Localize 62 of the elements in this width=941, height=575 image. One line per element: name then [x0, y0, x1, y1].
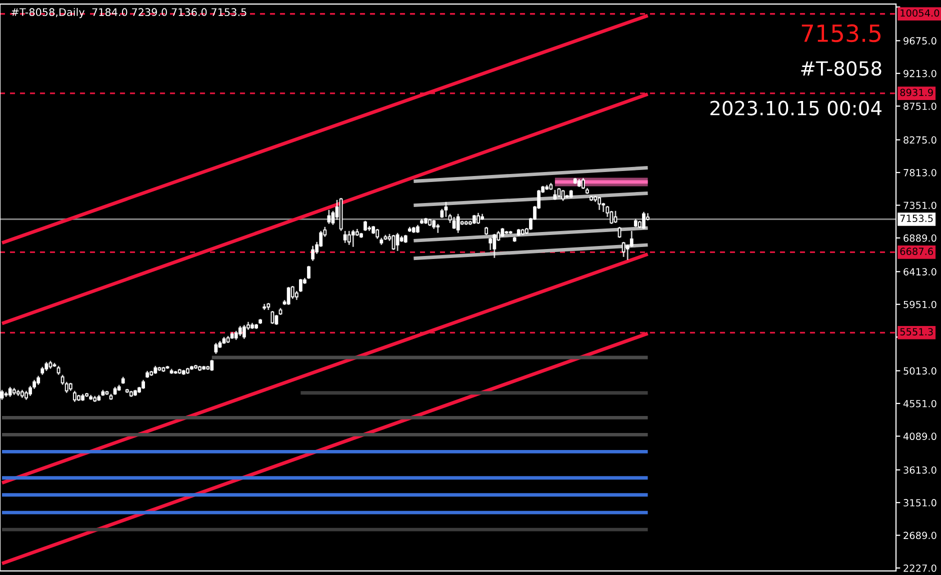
y-tick-label: 6889.0: [904, 234, 936, 242]
candlestick: [618, 226, 622, 239]
ref-line-label: 6687.6: [900, 248, 933, 256]
candlestick: [476, 212, 480, 225]
candlestick: [553, 189, 557, 201]
y-tick-label: 6413.0: [904, 268, 936, 276]
candlestick: [72, 390, 76, 403]
y-tick-label: 9213.0: [904, 70, 936, 78]
y-tick-label: 7351.0: [904, 202, 936, 210]
y-tick-label: 7813.0: [904, 169, 936, 176]
candlestick: [598, 196, 602, 211]
candlestick: [270, 310, 274, 325]
y-tick-label: 3151.0: [904, 499, 936, 506]
candlestick: [452, 216, 456, 230]
candlestick: [274, 314, 278, 326]
candlestick: [432, 219, 436, 230]
candlestick: [210, 359, 214, 372]
annotation: 2023.10.15 00:04: [710, 100, 882, 116]
candlestick: [622, 241, 626, 258]
ref-line-label: 8931.9: [900, 88, 933, 96]
candlestick: [242, 324, 246, 340]
y-tick-label: 5951.0: [904, 300, 936, 308]
y-tick-label: 9675.0: [904, 37, 936, 45]
candlestick: [311, 245, 314, 262]
y-tick-label: 8275.0: [904, 136, 936, 144]
candlestick: [327, 209, 331, 225]
y-tick-label: 5013.0: [904, 367, 936, 375]
candlestick: [392, 234, 396, 251]
annotation: 7153.5: [802, 24, 880, 42]
candlestick: [610, 210, 614, 225]
y-tick-label: 3613.0: [904, 466, 936, 474]
ref-line-label: 10054.0: [900, 9, 940, 17]
annotation: #T-8058: [801, 61, 882, 76]
candlestick: [331, 210, 335, 226]
y-tick-label: 4551.0: [903, 400, 936, 408]
candlestick: [8, 386, 12, 398]
ref-line-label: 7153.5: [900, 214, 933, 222]
candlestick: [376, 228, 380, 240]
candlestick: [307, 265, 310, 280]
candlestick: [351, 229, 355, 248]
candlestick: [582, 177, 585, 190]
y-tick-label: 8751.0: [904, 102, 936, 110]
candlestick: [343, 230, 347, 244]
chart-title: #T-8058,Daily 7184.0 7239.0 7136.0 7153.5: [12, 8, 246, 18]
candlestick: [614, 210, 618, 224]
candlestick: [214, 342, 218, 355]
candlestick: [448, 213, 452, 224]
candlestick: [642, 211, 646, 230]
candlestick: [561, 189, 565, 202]
candlestick: [444, 201, 448, 218]
candlestick: [492, 233, 496, 259]
candlestick: [286, 286, 290, 306]
candlestick: [396, 232, 400, 252]
candlestick: [456, 213, 460, 234]
y-tick-label: 2227.0: [904, 564, 936, 572]
y-tick-label: 2689.0: [904, 532, 936, 540]
y-tick-label: 4089.0: [903, 432, 936, 440]
candlestick: [488, 237, 492, 251]
candlestick: [238, 325, 242, 337]
candlestick: [347, 230, 351, 246]
candlestick: [364, 220, 367, 232]
ref-line-label: 5551.3: [900, 328, 933, 336]
